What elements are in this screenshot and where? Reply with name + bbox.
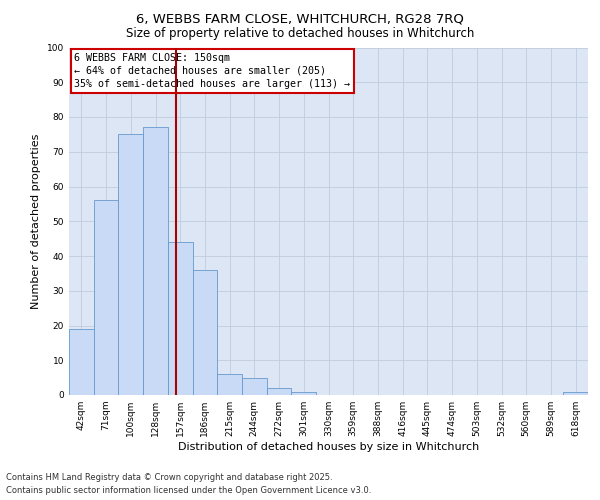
Bar (118, 134, 143, 395)
Bar (292, 392, 316, 395)
Text: Size of property relative to detached houses in Whitchurch: Size of property relative to detached ho… (126, 28, 474, 40)
Text: Contains HM Land Registry data © Crown copyright and database right 2025.: Contains HM Land Registry data © Crown c… (6, 472, 332, 482)
Text: Contains public sector information licensed under the Open Government Licence v3: Contains public sector information licen… (6, 486, 371, 495)
Text: 6 WEBBS FARM CLOSE: 150sqm
← 64% of detached houses are smaller (205)
35% of sem: 6 WEBBS FARM CLOSE: 150sqm ← 64% of deta… (74, 52, 350, 89)
Bar (242, 378, 267, 395)
Bar (193, 270, 217, 395)
X-axis label: Distribution of detached houses by size in Whitchurch: Distribution of detached houses by size … (178, 442, 479, 452)
Bar (267, 388, 292, 395)
Bar (217, 374, 242, 395)
Y-axis label: Number of detached properties: Number of detached properties (31, 134, 41, 309)
Bar (143, 128, 168, 395)
Bar (94, 200, 118, 395)
Bar (563, 392, 588, 395)
Text: 6, WEBBS FARM CLOSE, WHITCHURCH, RG28 7RQ: 6, WEBBS FARM CLOSE, WHITCHURCH, RG28 7R… (136, 12, 464, 26)
Bar (69, 329, 94, 395)
Bar (168, 242, 193, 395)
